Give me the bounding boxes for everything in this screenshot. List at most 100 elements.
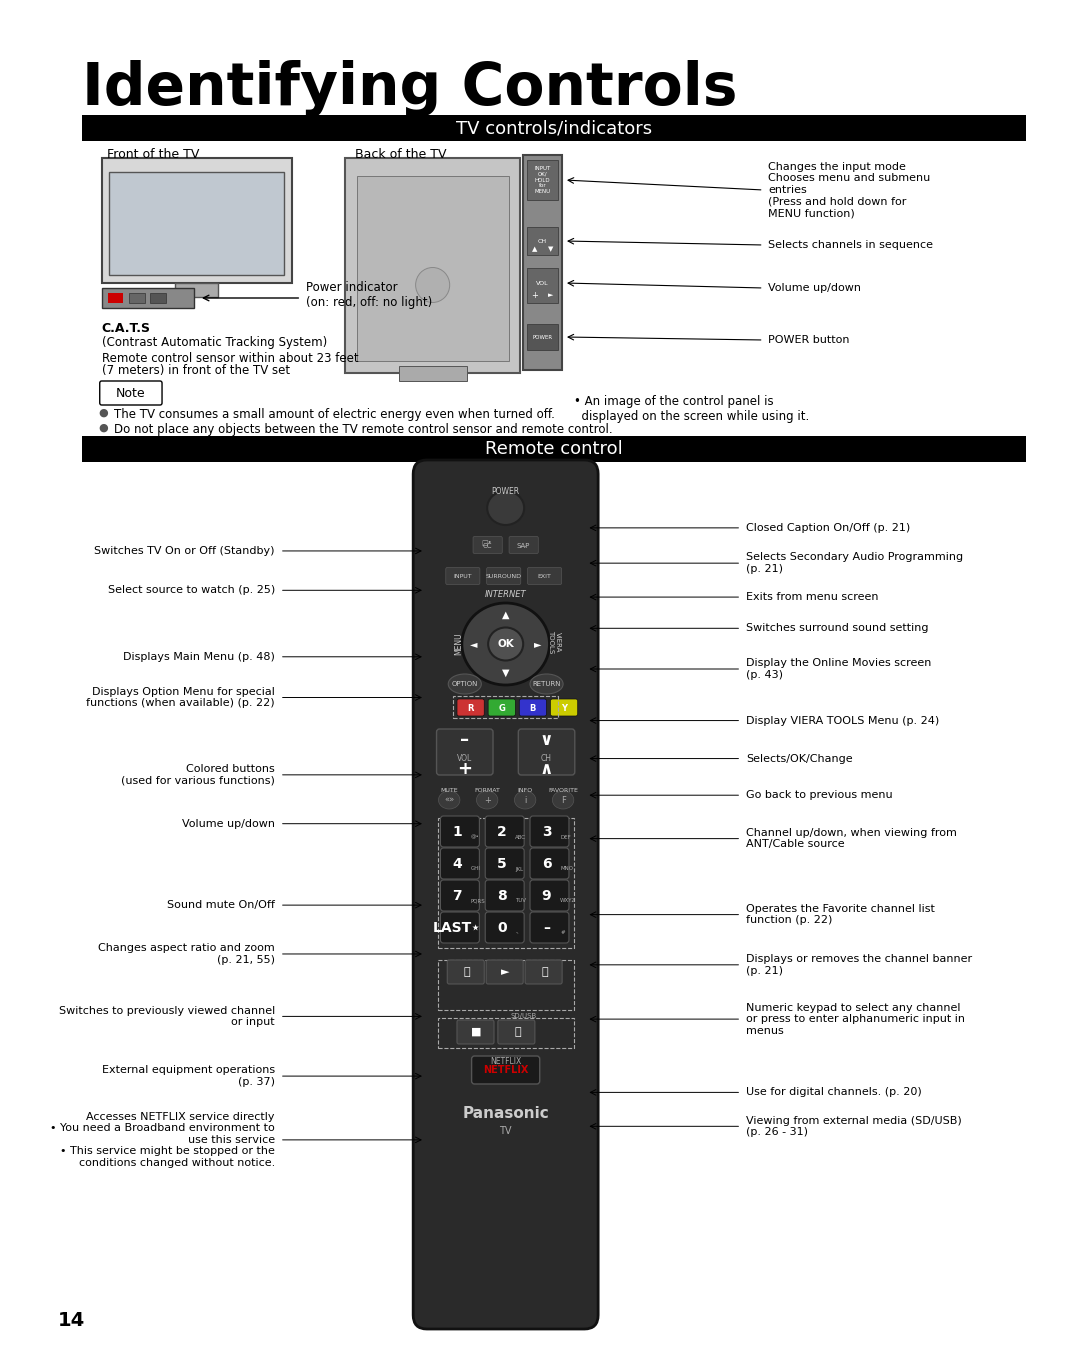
Text: Select source to watch (p. 25): Select source to watch (p. 25) <box>108 585 275 596</box>
Text: ▲: ▲ <box>532 246 538 252</box>
Text: +: + <box>531 290 538 300</box>
Text: SD/USB: SD/USB <box>510 1012 537 1019</box>
Text: The TV consumes a small amount of electric energy even when turned off.: The TV consumes a small amount of electr… <box>114 408 555 421</box>
FancyBboxPatch shape <box>527 567 562 585</box>
FancyBboxPatch shape <box>525 959 562 984</box>
Text: Viewing from external media (SD/USB)
(p. 26 - 31): Viewing from external media (SD/USB) (p.… <box>746 1115 962 1137</box>
Ellipse shape <box>476 791 498 809</box>
Text: Exits from menu screen: Exits from menu screen <box>746 592 879 603</box>
Text: ◄: ◄ <box>470 639 477 649</box>
FancyBboxPatch shape <box>486 959 523 984</box>
Bar <box>102 157 292 284</box>
FancyBboxPatch shape <box>441 912 480 943</box>
Text: Note: Note <box>116 387 146 399</box>
Text: TV: TV <box>499 1126 512 1136</box>
Bar <box>108 293 123 303</box>
Text: Displays Main Menu (p. 48): Displays Main Menu (p. 48) <box>123 651 275 662</box>
Text: LAST⋆: LAST⋆ <box>433 921 481 935</box>
Text: Selects channels in sequence: Selects channels in sequence <box>769 240 933 250</box>
Text: 7: 7 <box>453 889 462 902</box>
Text: ►: ► <box>548 292 553 299</box>
Text: Back of the TV: Back of the TV <box>355 148 446 161</box>
Text: • An image of the control panel is
  displayed on the screen while using it.: • An image of the control panel is displ… <box>573 395 809 423</box>
Text: POWER: POWER <box>491 487 519 495</box>
FancyBboxPatch shape <box>530 879 569 911</box>
Text: Panasonic: Panasonic <box>462 1106 549 1121</box>
Text: INPUT: INPUT <box>454 574 472 578</box>
FancyBboxPatch shape <box>436 729 492 775</box>
Text: Remote control sensor within about 23 feet: Remote control sensor within about 23 fe… <box>102 351 359 365</box>
Text: Y: Y <box>562 703 567 712</box>
FancyBboxPatch shape <box>447 959 484 984</box>
Text: Selects/OK/Change: Selects/OK/Change <box>746 753 853 764</box>
Text: Sound mute On/Off: Sound mute On/Off <box>167 900 275 911</box>
Text: Closed Caption On/Off (p. 21): Closed Caption On/Off (p. 21) <box>746 522 910 533</box>
Text: CH: CH <box>541 753 552 763</box>
Text: ▼: ▼ <box>548 246 553 252</box>
Text: Do not place any objects between the TV remote control sensor and remote control: Do not place any objects between the TV … <box>114 423 613 436</box>
Text: CC: CC <box>483 543 491 550</box>
Bar <box>527 160 558 199</box>
Text: TV controls/indicators: TV controls/indicators <box>456 119 652 137</box>
Ellipse shape <box>487 491 524 525</box>
Text: External equipment operations
(p. 37): External equipment operations (p. 37) <box>102 1065 275 1087</box>
Text: R: R <box>468 703 474 712</box>
Ellipse shape <box>514 791 536 809</box>
Text: 1: 1 <box>453 825 462 839</box>
FancyBboxPatch shape <box>530 912 569 943</box>
Text: Accesses NETFLIX service directly
• You need a Broadband environment to
  use th: Accesses NETFLIX service directly • You … <box>50 1111 275 1168</box>
Text: Numeric keypad to select any channel
or press to enter alphanumeric input in
men: Numeric keypad to select any channel or … <box>746 1003 966 1035</box>
Text: ⏮: ⏮ <box>463 968 470 977</box>
Text: 6: 6 <box>542 858 552 871</box>
Text: (Contrast Automatic Tracking System): (Contrast Automatic Tracking System) <box>102 337 327 349</box>
Text: ►: ► <box>501 968 510 977</box>
Text: C.A.T.S: C.A.T.S <box>102 322 151 335</box>
Text: DEF: DEF <box>561 835 571 840</box>
Text: ∧: ∧ <box>540 760 553 778</box>
Text: F: F <box>561 795 566 805</box>
Text: MNO: MNO <box>561 867 573 871</box>
Bar <box>399 366 467 381</box>
FancyBboxPatch shape <box>457 1020 494 1044</box>
FancyBboxPatch shape <box>485 848 524 879</box>
Text: G: G <box>498 703 505 712</box>
Text: 8: 8 <box>497 889 507 902</box>
Text: «»: «» <box>444 795 455 805</box>
Bar <box>356 176 509 361</box>
Text: -.: -. <box>515 931 519 935</box>
Text: Colored buttons
(used for various functions): Colored buttons (used for various functi… <box>121 764 275 786</box>
FancyBboxPatch shape <box>485 816 524 847</box>
Text: VOL: VOL <box>537 281 549 285</box>
Text: ■: ■ <box>471 1027 482 1037</box>
Text: 9: 9 <box>542 889 552 902</box>
Text: INFO: INFO <box>517 788 532 792</box>
Text: ▲: ▲ <box>502 611 510 620</box>
Bar <box>523 155 562 370</box>
FancyBboxPatch shape <box>485 912 524 943</box>
Text: Identifying Controls: Identifying Controls <box>82 60 738 117</box>
Text: Switches TV On or Off (Standby): Switches TV On or Off (Standby) <box>94 546 275 556</box>
Text: WXYZ: WXYZ <box>561 898 577 904</box>
Text: 5: 5 <box>497 858 507 871</box>
Text: JKL: JKL <box>515 867 524 871</box>
FancyBboxPatch shape <box>472 1056 540 1084</box>
Text: Remote control: Remote control <box>486 440 623 459</box>
Text: FAVORITE: FAVORITE <box>549 788 578 792</box>
Text: Volume up/down: Volume up/down <box>769 284 862 293</box>
Text: 4: 4 <box>453 858 462 871</box>
Bar <box>527 227 558 255</box>
FancyBboxPatch shape <box>414 460 598 1329</box>
Text: ⏭: ⏭ <box>541 968 548 977</box>
FancyBboxPatch shape <box>509 536 538 554</box>
Bar <box>527 324 558 350</box>
Text: Switches surround sound setting: Switches surround sound setting <box>746 623 929 634</box>
Bar <box>129 293 145 303</box>
Ellipse shape <box>488 627 523 661</box>
Text: INPUT
OK/
HOLD
for
MENU: INPUT OK/ HOLD for MENU <box>535 166 551 194</box>
FancyBboxPatch shape <box>457 699 484 716</box>
Text: i: i <box>524 795 526 805</box>
Text: Selects Secondary Audio Programming
(p. 21): Selects Secondary Audio Programming (p. … <box>746 552 963 574</box>
Text: ⏸: ⏸ <box>514 1027 521 1037</box>
Text: ▼: ▼ <box>502 668 510 678</box>
FancyBboxPatch shape <box>473 536 502 554</box>
